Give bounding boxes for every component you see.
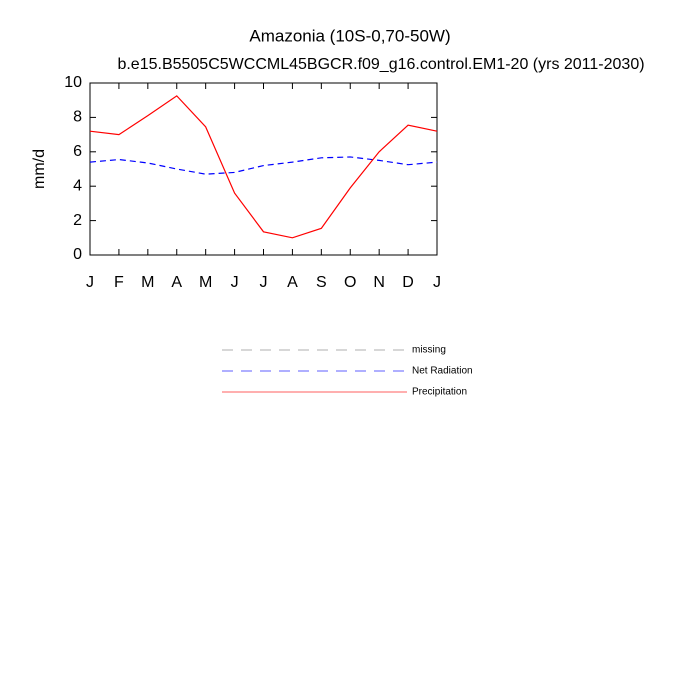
x-tick-label: A <box>171 274 182 291</box>
y-tick-label: 4 <box>73 177 82 194</box>
y-tick-label: 2 <box>73 212 82 229</box>
x-tick-label: J <box>260 274 268 291</box>
x-tick-label: N <box>373 274 385 291</box>
x-tick-label: S <box>316 274 327 291</box>
x-tick-label: F <box>114 274 124 291</box>
x-tick-label: A <box>287 274 298 291</box>
x-tick-label: M <box>199 274 212 291</box>
x-tick-label: J <box>433 274 441 291</box>
x-tick-label: O <box>344 274 356 291</box>
series-line <box>89 156 438 175</box>
series-line <box>89 95 438 239</box>
legend-label: Net Radiation <box>412 366 473 377</box>
x-tick-label: J <box>231 274 239 291</box>
y-tick-label: 10 <box>64 74 82 91</box>
chart-subtitle: b.e15.B5505C5WCCML45BGCR.f09_g16.control… <box>117 56 644 73</box>
legend-label: Precipitation <box>412 387 467 398</box>
legend-label: missing <box>412 345 446 356</box>
y-tick-label: 8 <box>73 109 82 126</box>
y-tick-label: 6 <box>73 143 82 160</box>
chart-title: Amazonia (10S-0,70-50W) <box>249 26 450 45</box>
y-axis-label: mm/d <box>31 149 48 189</box>
x-tick-label: J <box>86 274 94 291</box>
x-tick-label: M <box>141 274 154 291</box>
y-tick-label: 0 <box>73 246 82 263</box>
x-tick-label: D <box>402 274 414 291</box>
